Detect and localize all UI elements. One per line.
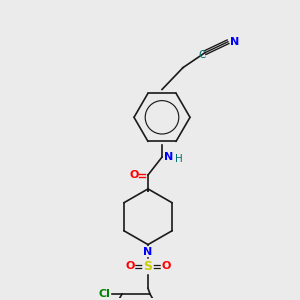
Text: O: O — [125, 262, 135, 272]
Text: C: C — [198, 50, 206, 60]
Text: O: O — [161, 262, 171, 272]
Text: N: N — [230, 37, 239, 47]
Text: N: N — [164, 152, 173, 162]
Text: N: N — [143, 247, 153, 256]
Text: O: O — [129, 170, 139, 180]
Text: S: S — [143, 260, 152, 273]
Text: H: H — [175, 154, 183, 164]
Text: Cl: Cl — [98, 289, 110, 299]
